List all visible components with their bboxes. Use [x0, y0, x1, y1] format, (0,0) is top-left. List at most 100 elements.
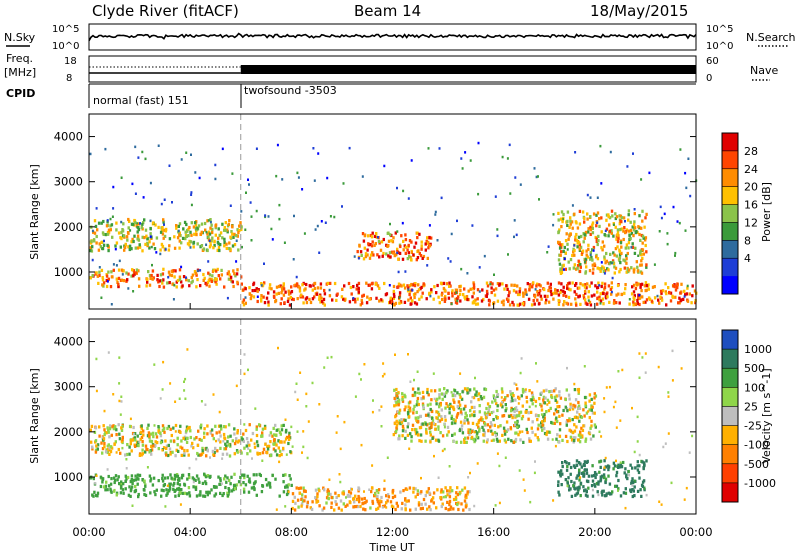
data-cell — [397, 403, 400, 407]
data-cell — [636, 265, 639, 269]
data-cell — [101, 451, 104, 455]
data-cell — [261, 283, 265, 287]
data-cell — [274, 298, 278, 303]
data-cell — [302, 281, 305, 285]
data-cell — [106, 450, 109, 455]
data-cell — [558, 440, 561, 444]
data-cell — [100, 441, 103, 445]
data-cell — [377, 488, 381, 492]
data-cell — [201, 450, 205, 455]
data-cell — [200, 244, 204, 248]
data-cell — [492, 410, 495, 414]
data-cell — [529, 439, 532, 443]
data-cell — [102, 485, 106, 489]
data-cell — [579, 433, 582, 437]
data-cell — [318, 297, 321, 301]
x-tick-label: 20:00 — [578, 525, 611, 539]
data-cell — [598, 267, 601, 271]
data-cell — [368, 297, 371, 301]
data-cell — [218, 233, 221, 237]
data-cell — [144, 242, 147, 246]
data-cell — [314, 488, 318, 492]
data-cell — [231, 439, 234, 443]
data-cell — [531, 402, 534, 406]
data-cell — [661, 289, 665, 293]
data-cell — [458, 492, 461, 496]
data-cell — [407, 288, 410, 291]
data-cell — [219, 434, 222, 438]
data-cell — [94, 439, 98, 443]
data-cell — [600, 216, 603, 220]
data-cell — [183, 482, 186, 486]
data-cell — [589, 426, 592, 430]
data-cell — [467, 421, 470, 425]
data-cell — [381, 254, 384, 258]
data-cell — [496, 393, 500, 397]
data-cell — [137, 269, 140, 273]
data-cell — [98, 242, 101, 246]
data-cell — [624, 491, 628, 495]
data-cell — [473, 504, 476, 508]
data-cell — [629, 463, 632, 467]
data-cell — [492, 288, 496, 292]
data-cell — [414, 416, 417, 420]
data-cell — [601, 493, 604, 497]
data-cell — [602, 266, 606, 270]
data-cell — [374, 492, 377, 496]
data-cell — [637, 470, 641, 475]
data-cell — [192, 225, 196, 229]
data-cell — [615, 459, 617, 463]
data-cell — [608, 262, 611, 266]
data-cell — [342, 502, 345, 506]
data-cell — [184, 397, 187, 400]
data-cell — [546, 398, 550, 402]
data-cell — [616, 283, 620, 288]
data-cell — [382, 237, 385, 242]
data-cell — [136, 473, 140, 477]
data-cell — [626, 477, 629, 481]
data-cell — [589, 257, 592, 261]
data-cell — [641, 460, 644, 464]
data-cell — [106, 488, 109, 492]
data-cell — [305, 392, 308, 396]
data-cell — [550, 293, 553, 297]
data-cell — [600, 182, 603, 185]
data-cell — [454, 495, 458, 499]
data-cell — [220, 273, 223, 277]
data-cell — [134, 192, 137, 195]
data-cell — [393, 421, 397, 426]
data-cell — [418, 391, 421, 395]
data-cell — [674, 288, 678, 292]
data-cell — [301, 188, 304, 191]
data-cell — [443, 387, 446, 391]
data-cell — [441, 291, 444, 295]
data-cell — [413, 284, 417, 288]
data-cell — [496, 234, 499, 238]
data-cell — [133, 436, 136, 440]
data-cell — [601, 297, 605, 301]
data-cell — [418, 251, 421, 256]
data-cell — [190, 203, 193, 207]
data-cell — [129, 494, 132, 498]
data-cell — [102, 437, 106, 441]
data-cell — [313, 282, 316, 286]
data-cell — [590, 424, 593, 428]
data-cell — [393, 404, 396, 408]
data-cell — [400, 507, 403, 511]
data-cell — [683, 498, 686, 501]
data-cell — [129, 480, 132, 484]
data-cell — [460, 412, 463, 416]
data-cell — [636, 440, 639, 443]
data-cell — [383, 487, 386, 491]
data-cell — [418, 232, 421, 236]
data-cell — [631, 466, 634, 470]
data-cell — [578, 485, 581, 489]
data-cell — [442, 495, 445, 499]
data-cell — [534, 460, 536, 463]
data-cell — [670, 481, 673, 485]
data-cell — [493, 293, 497, 297]
data-cell — [576, 245, 579, 249]
data-cell — [132, 274, 135, 278]
data-cell — [578, 478, 581, 482]
data-cell — [156, 278, 159, 282]
